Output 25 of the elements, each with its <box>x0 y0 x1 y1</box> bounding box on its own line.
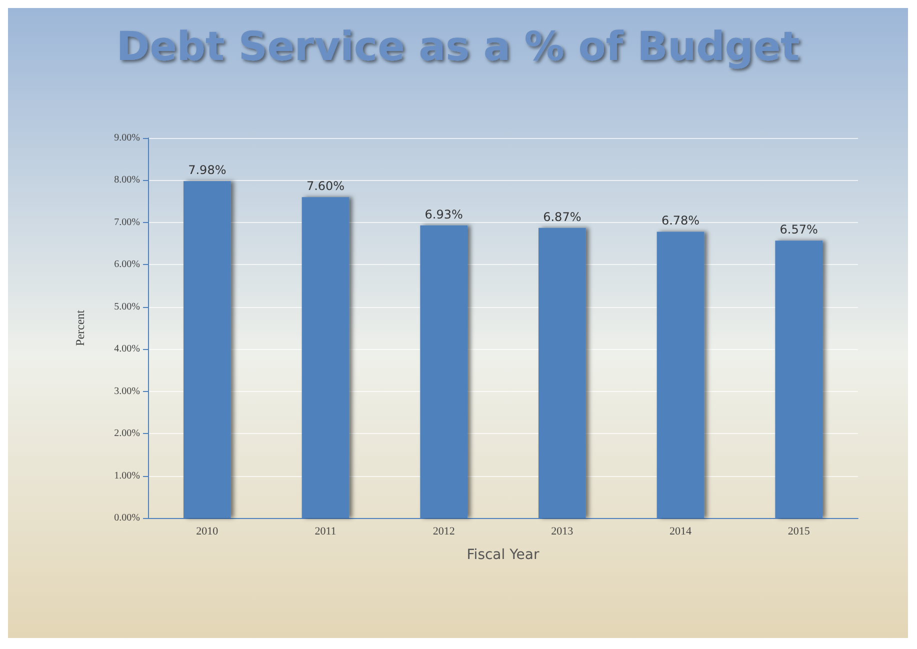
y-tick-label: 6.00% <box>114 259 140 270</box>
x-tick-label: 2012 <box>432 526 455 538</box>
y-tick-label: 9.00% <box>114 132 140 144</box>
x-tick-label: 2011 <box>314 526 336 538</box>
data-label: 6.87% <box>543 210 582 224</box>
y-tick-label: 8.00% <box>114 174 140 186</box>
x-tick-label: 2015 <box>788 526 810 538</box>
x-axis-title: Fiscal Year <box>466 547 540 563</box>
x-tick-label: 2014 <box>670 526 692 538</box>
x-tick-label: 2010 <box>196 526 219 538</box>
y-tick-label: 3.00% <box>114 386 140 397</box>
data-label: 7.60% <box>306 179 345 194</box>
data-label: 6.93% <box>424 207 463 222</box>
data-label: 6.57% <box>780 222 818 237</box>
y-tick-label: 7.00% <box>114 216 140 228</box>
data-label: 7.98% <box>188 163 226 178</box>
y-tick-label: 2.00% <box>114 428 140 440</box>
y-tick-label: 1.00% <box>114 470 140 482</box>
y-tick-label: 0.00% <box>114 512 140 524</box>
y-axis-title: Percent <box>73 309 87 346</box>
x-tick-label: 2013 <box>551 526 574 538</box>
y-tick-label: 5.00% <box>114 301 140 312</box>
y-tick-label: 4.00% <box>114 344 140 355</box>
chart-title: Debt Service as a % of Budget <box>116 24 800 70</box>
data-label: 6.78% <box>661 214 700 228</box>
